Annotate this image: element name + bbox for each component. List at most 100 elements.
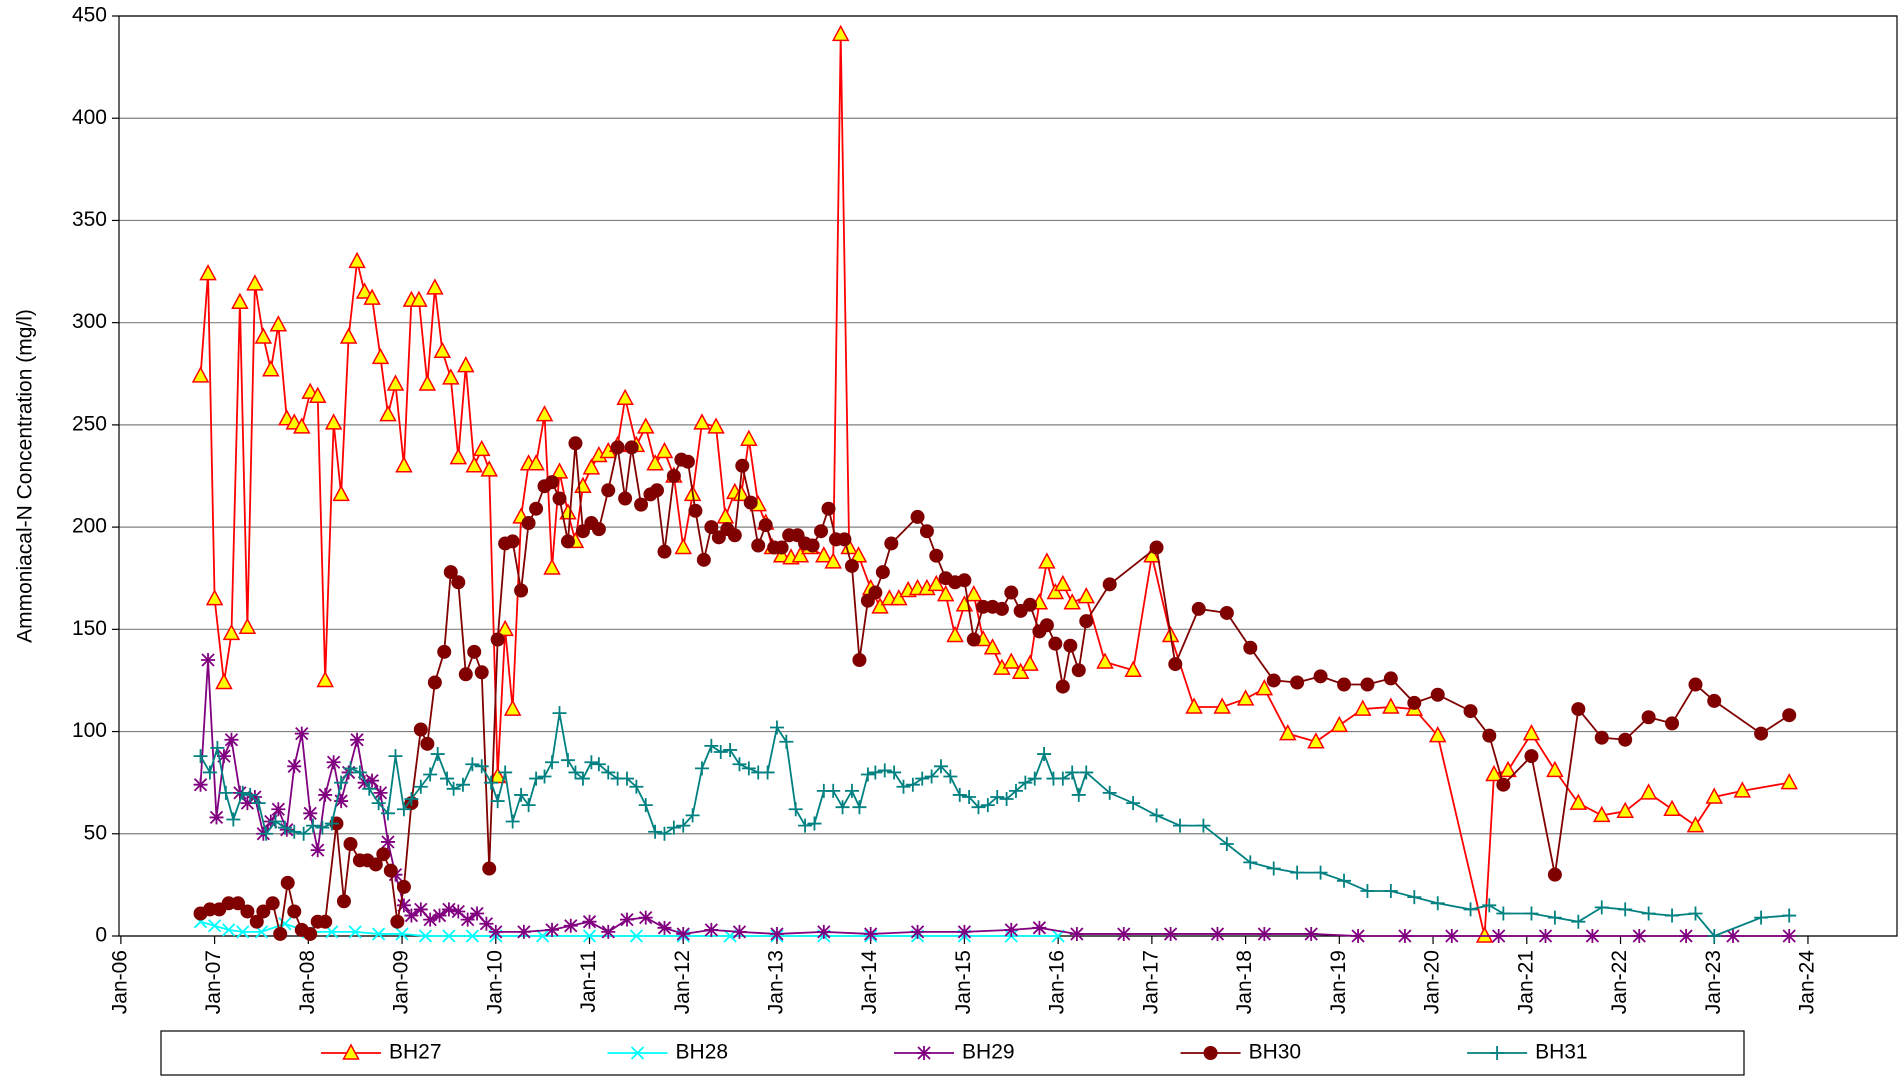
marker-triangle	[1021, 654, 1039, 671]
marker-triangle	[1616, 801, 1634, 819]
marker-triangle	[348, 251, 366, 269]
marker-circle	[696, 552, 711, 567]
marker-triangle	[871, 597, 889, 614]
marker-plus	[568, 765, 583, 780]
marker-star	[1632, 929, 1647, 943]
marker-plus	[741, 761, 756, 776]
marker-plus	[723, 742, 738, 757]
marker-circle	[575, 524, 590, 539]
y-tick-label: 350	[72, 208, 107, 231]
marker-triangle	[480, 460, 498, 477]
marker-circle	[249, 914, 264, 929]
marker-plus	[1290, 865, 1305, 880]
marker-circle	[1571, 702, 1586, 717]
marker-triangle	[342, 1043, 360, 1060]
marker-star	[1444, 929, 1459, 943]
marker-triangle	[646, 454, 664, 471]
marker-triangle	[1382, 697, 1400, 714]
marker-circle	[256, 904, 271, 919]
marker-triangle	[983, 638, 1002, 655]
marker-plus	[732, 757, 747, 772]
series	[193, 653, 1797, 943]
marker-triangle	[707, 417, 725, 434]
marker-plus	[362, 781, 377, 796]
marker-star	[816, 924, 831, 939]
marker-triangle	[379, 405, 397, 422]
marker-circle	[1383, 671, 1398, 686]
marker-star	[326, 755, 341, 770]
marker-star	[620, 912, 634, 927]
x-tick-label: Jan-17	[1139, 950, 1162, 1014]
marker-plus	[306, 818, 321, 833]
marker-plus	[852, 800, 867, 815]
marker-plus	[591, 757, 606, 772]
marker-circle	[1360, 677, 1375, 692]
marker-triangle	[1185, 697, 1203, 714]
marker-triangle	[527, 454, 545, 471]
marker-plus	[629, 779, 644, 794]
marker-x	[629, 929, 644, 943]
marker-triangle	[339, 327, 358, 344]
marker-plus	[498, 765, 513, 780]
marker-triangle	[732, 484, 751, 502]
x-tick-label: Jan-15	[952, 950, 975, 1014]
marker-circle	[514, 583, 529, 598]
marker-star	[657, 920, 672, 935]
marker-circle	[704, 520, 719, 535]
marker-plus	[560, 753, 575, 768]
marker-triangle	[1236, 689, 1255, 706]
marker-circle	[1243, 640, 1258, 655]
marker-circle	[240, 904, 255, 919]
series	[193, 706, 1797, 943]
marker-star	[1163, 926, 1178, 941]
marker-triangle	[1546, 760, 1564, 778]
marker-star	[404, 908, 419, 923]
marker-circle	[1337, 677, 1352, 692]
marker-star	[1679, 929, 1694, 943]
marker-star	[413, 902, 428, 917]
x-tick-label: Jan-12	[671, 950, 694, 1014]
marker-circle	[1547, 867, 1562, 882]
marker-circle	[1063, 638, 1078, 653]
x-tick-label: Jan-16	[1046, 950, 1069, 1014]
x-tick-label: Jan-18	[1233, 950, 1256, 1014]
marker-plus	[1618, 902, 1633, 917]
marker-star	[638, 910, 653, 925]
marker-triangle	[363, 288, 381, 305]
marker-plus	[620, 771, 634, 786]
marker-circle	[994, 601, 1009, 616]
marker-triangle	[815, 546, 833, 563]
marker-plus	[868, 765, 883, 780]
marker-plus	[1027, 771, 1042, 786]
marker-triangle	[1307, 732, 1325, 749]
marker-circle	[303, 926, 318, 941]
marker-star	[1351, 929, 1366, 943]
marker-x	[348, 925, 362, 939]
marker-plus	[490, 794, 505, 809]
marker-circle	[1688, 677, 1703, 692]
marker-circle	[1191, 601, 1206, 616]
marker-triangle	[559, 503, 577, 520]
marker-triangle	[215, 672, 233, 690]
marker-x	[536, 929, 550, 943]
marker-circle	[287, 904, 302, 919]
marker-plus	[1707, 929, 1722, 943]
marker-plus	[210, 740, 225, 755]
marker-plus	[1149, 808, 1164, 823]
marker-plus	[1547, 910, 1562, 925]
marker-x	[630, 1046, 645, 1060]
marker-star	[318, 787, 333, 802]
marker-circle	[1618, 732, 1633, 747]
y-tick-label: 0	[95, 924, 107, 947]
marker-plus	[226, 812, 241, 827]
marker-circle	[727, 528, 742, 543]
marker-plus	[943, 769, 958, 784]
marker-plus	[896, 779, 911, 794]
marker-star	[380, 834, 395, 849]
marker-star	[601, 924, 616, 939]
marker-plus	[1496, 906, 1511, 921]
marker-star	[303, 806, 318, 821]
marker-circle	[610, 440, 625, 455]
marker-plus	[760, 765, 775, 780]
series	[193, 436, 1797, 941]
